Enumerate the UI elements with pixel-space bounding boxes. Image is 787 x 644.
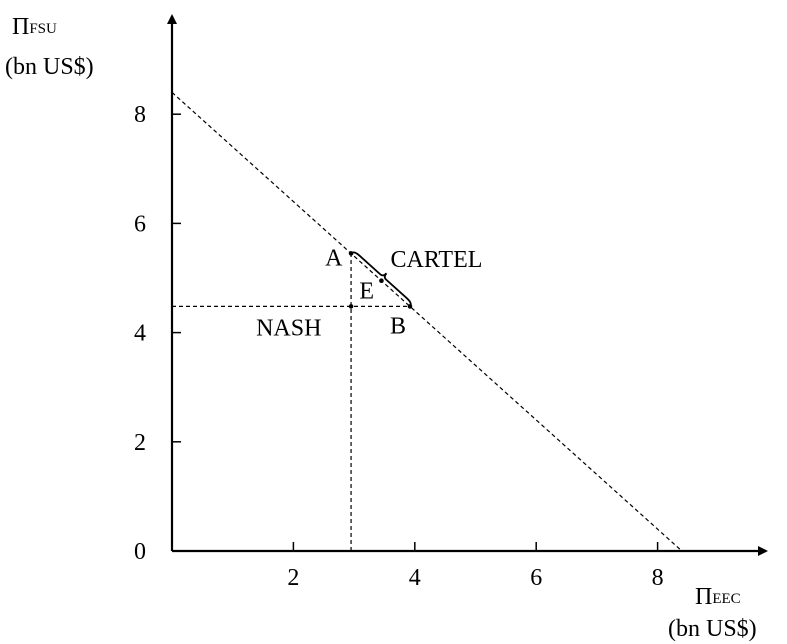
x-axis-subscript: EEC bbox=[712, 591, 740, 607]
y-tick-label: 2 bbox=[134, 430, 146, 456]
y-tick-label: 8 bbox=[134, 102, 146, 128]
x-axis-title: ΠEEC bbox=[695, 584, 741, 610]
plot-lines bbox=[171, 91, 683, 552]
point-nash bbox=[348, 304, 354, 309]
point-label-a: A bbox=[325, 245, 343, 271]
cartel-label: CARTEL bbox=[391, 247, 483, 273]
x-axis-unit: (bn US$) bbox=[668, 616, 757, 642]
cartel-brace bbox=[350, 251, 412, 307]
y-axis-unit: (bn US$) bbox=[5, 54, 94, 80]
y-axis-symbol: Π bbox=[12, 14, 29, 40]
y-axis-subscript: FSU bbox=[29, 21, 57, 37]
y-axis-title: ΠFSU bbox=[12, 14, 57, 40]
x-ticks: 2 4 6 8 bbox=[287, 542, 664, 591]
x-tick-label: 4 bbox=[409, 565, 421, 591]
x-tick-label: 8 bbox=[652, 565, 664, 591]
y-ticks: 0 2 4 6 8 bbox=[134, 102, 181, 565]
payoff-frontier-line bbox=[171, 91, 683, 552]
point-label-nash: NASH bbox=[256, 315, 321, 341]
point-e bbox=[379, 278, 384, 284]
y-tick-label: 6 bbox=[134, 211, 146, 237]
x-tick-label: 2 bbox=[287, 565, 299, 591]
y-tick-label: 0 bbox=[134, 539, 146, 565]
x-tick-label: 6 bbox=[530, 565, 542, 591]
point-label-b: B bbox=[390, 313, 406, 339]
y-tick-label: 4 bbox=[134, 321, 146, 347]
point-labels: AEB NASH CARTEL bbox=[256, 245, 482, 341]
x-axis-symbol: Π bbox=[695, 584, 712, 610]
point-label-e: E bbox=[359, 279, 374, 305]
plot-points bbox=[348, 251, 413, 309]
